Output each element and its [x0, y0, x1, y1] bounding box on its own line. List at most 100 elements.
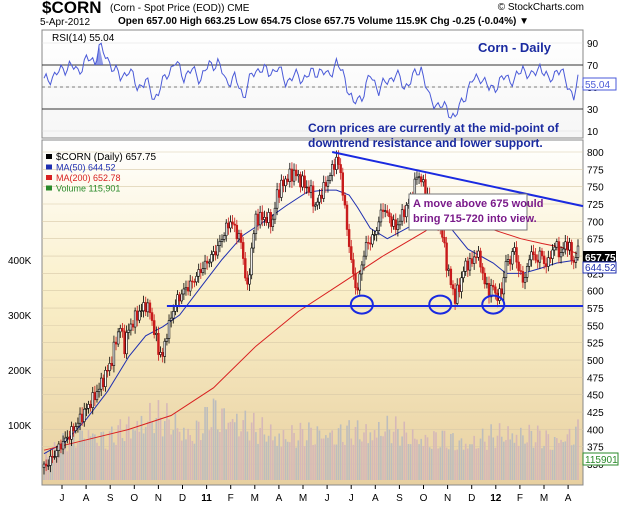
candle-body — [377, 221, 381, 231]
candle-body — [417, 176, 421, 178]
candle-body — [574, 257, 578, 263]
price-tag-box — [583, 251, 616, 263]
candle-body — [292, 169, 296, 182]
ohlc-summary: Open 657.00 High 663.25 Low 654.75 Close… — [118, 16, 530, 27]
volume-tag: 115901 — [585, 455, 618, 466]
candle-body — [102, 377, 105, 387]
volume-tick-label: 400K — [8, 256, 32, 267]
rsi-label: RSI(14) 55.04 — [52, 33, 115, 44]
candle-body — [290, 168, 294, 182]
candle-body — [169, 317, 173, 321]
candle-body — [74, 426, 77, 431]
candle-body — [547, 257, 550, 267]
candle-body — [72, 426, 75, 431]
price-tick-label: 425 — [587, 408, 604, 419]
x-tick-label: A — [372, 493, 379, 504]
rsi-overbought-fill — [94, 45, 104, 65]
candle-body — [95, 391, 99, 401]
candle-body — [212, 251, 215, 255]
candle-body — [337, 156, 340, 165]
candle-body — [419, 176, 423, 183]
candle-body — [152, 320, 156, 335]
candle-body — [557, 241, 561, 258]
candle-body — [229, 221, 232, 229]
candle-body — [481, 266, 484, 274]
candle-body — [57, 443, 61, 451]
price-tick-label: 400 — [587, 425, 604, 436]
candle-body — [369, 242, 372, 245]
price-tick-label: 375 — [587, 443, 604, 454]
candle-body — [347, 229, 351, 247]
x-tick-label: O — [130, 493, 138, 504]
candle-body — [534, 254, 537, 261]
candle-body — [129, 323, 133, 331]
volume-bars — [43, 398, 579, 480]
candle-body — [354, 273, 357, 289]
legend-entry: Volume 115,901 — [56, 184, 120, 194]
candle-body — [225, 222, 228, 237]
candle-body — [112, 341, 116, 366]
candle-body — [307, 186, 311, 193]
instrument-subtitle: (Corn - Spot Price (EOD)) CME — [110, 3, 250, 14]
candle-body — [345, 204, 349, 230]
candle-body — [180, 293, 183, 302]
candle-body — [485, 283, 489, 285]
candle-body — [297, 174, 300, 177]
rsi-panel-frame — [41, 29, 584, 139]
candle-body — [502, 277, 506, 295]
candle-body — [352, 259, 355, 275]
legend-swatch — [46, 154, 52, 159]
candle-body — [405, 204, 408, 218]
price-panel: 3503754004254504755005255505756006256506… — [8, 121, 619, 504]
candle-body — [119, 327, 122, 333]
candle-body — [127, 329, 130, 333]
price-tick-label: 725 — [587, 200, 604, 211]
candle-body — [309, 185, 313, 193]
candle-body — [566, 241, 569, 251]
candle-body — [314, 204, 317, 207]
candle-body — [324, 182, 328, 187]
candle-body — [157, 333, 160, 355]
candle-body — [235, 224, 239, 240]
candle-body — [288, 168, 292, 182]
candle-body — [278, 189, 281, 198]
candle-body — [335, 156, 338, 170]
candle-body — [422, 179, 425, 183]
candle-body — [161, 352, 164, 357]
candle-body — [388, 212, 391, 218]
candle-body — [248, 274, 251, 285]
source-credit[interactable]: © StockCharts.com — [497, 2, 584, 13]
annotation-box-text: A move above 675 would bring 715-720 int… — [413, 198, 546, 225]
candle-body — [542, 255, 546, 264]
candle-body — [311, 185, 315, 207]
legend-swatch — [46, 175, 52, 180]
candle-body — [97, 388, 101, 392]
candle-body — [458, 284, 461, 292]
candle-body — [549, 257, 552, 259]
candle-body — [350, 246, 353, 260]
candle-body — [464, 260, 467, 272]
candle-body — [78, 413, 82, 424]
moving-average-line — [43, 220, 579, 451]
x-tick-label: N — [155, 493, 162, 504]
candle-body — [381, 209, 385, 212]
candle-body — [265, 217, 268, 223]
candle-body — [500, 288, 503, 295]
volume-tick-label: 300K — [8, 311, 32, 322]
ma-tag: 644.52 — [585, 263, 616, 274]
candle-body — [218, 240, 222, 246]
annotation-box — [408, 193, 528, 231]
price-tick-label: 525 — [587, 339, 604, 350]
candle-body — [263, 217, 266, 220]
x-tick-label: J — [60, 493, 65, 504]
candle-body — [356, 287, 359, 291]
candle-body — [523, 277, 527, 283]
candle-body — [178, 294, 181, 302]
candle-body — [227, 222, 230, 229]
panel-title: Corn - Daily — [478, 40, 552, 55]
candle-body — [517, 261, 520, 271]
candle-body — [561, 248, 565, 253]
candle-body — [341, 172, 344, 196]
candle-body — [76, 422, 80, 427]
